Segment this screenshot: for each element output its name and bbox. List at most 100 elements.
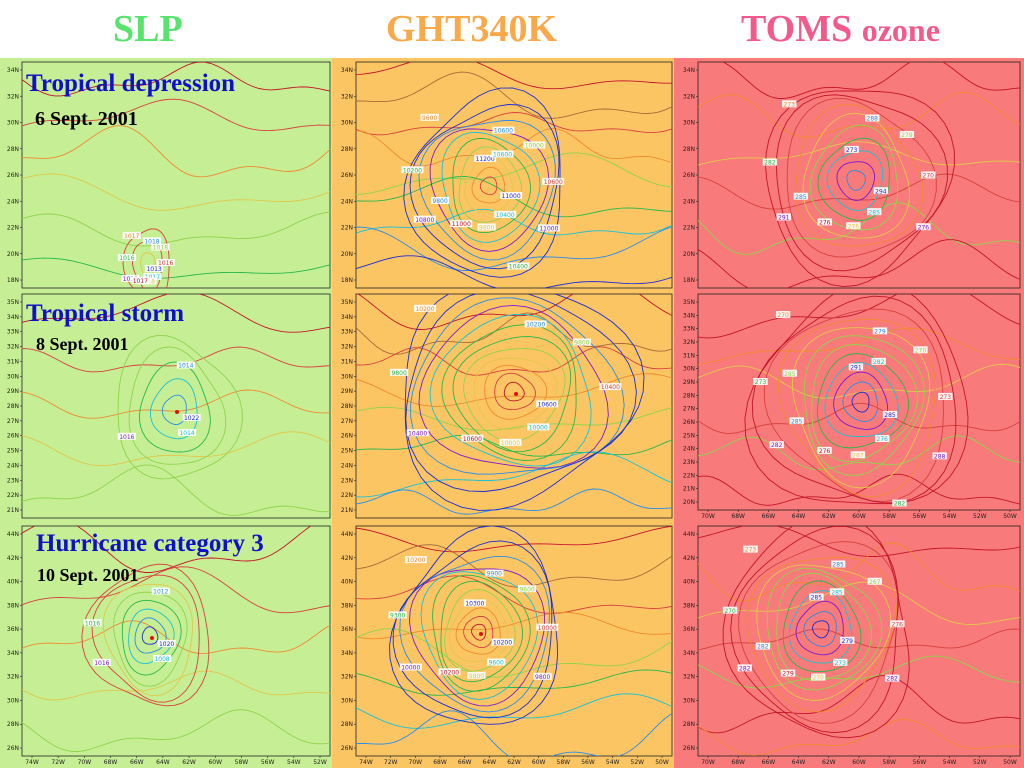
contour-line — [22, 294, 330, 333]
lon-tick-label: 62W — [822, 759, 836, 766]
contour-label: 279 — [874, 328, 886, 335]
contour-label: 288 — [934, 453, 946, 460]
lon-tick-label: 60W — [852, 513, 866, 520]
lat-tick-label: 31N — [683, 352, 695, 359]
lat-tick-label: 22N — [341, 225, 353, 232]
lon-tick-label: 64W — [792, 759, 806, 766]
contour-ring — [494, 372, 536, 411]
contour-line — [698, 363, 1020, 399]
contour-label: 10000 — [401, 665, 420, 672]
stage-label-row1: Tropical depression — [26, 70, 236, 97]
contour-ring — [432, 574, 531, 692]
lat-tick-label: 32N — [7, 674, 19, 681]
contour-label: 282 — [873, 359, 885, 366]
contour-ring — [128, 346, 227, 465]
toms-ozone-title: TOMS ozone — [741, 8, 940, 51]
lon-tick-label: 74W — [25, 759, 39, 766]
lat-tick-label: 32N — [7, 344, 19, 351]
contour-label: 9600 — [422, 115, 437, 122]
lon-tick-label: 74W — [359, 759, 373, 766]
contour-ring — [91, 574, 200, 703]
contour-ring — [455, 607, 501, 655]
lat-tick-label: 30N — [683, 366, 695, 373]
lat-tick-label: 33N — [683, 326, 695, 333]
contour-line — [22, 526, 312, 573]
lon-tick-label: 70W — [701, 513, 715, 520]
contour-label: 10000 — [525, 143, 544, 150]
contour-label: 291 — [778, 215, 790, 222]
contour-label: 1008 — [154, 656, 169, 663]
contour-line — [356, 71, 672, 119]
contour-ring — [812, 620, 830, 639]
contour-label: 279 — [842, 638, 854, 645]
lon-tick-label: 58W — [882, 513, 896, 520]
lon-tick-label: 54W — [606, 759, 620, 766]
p-slp-1-svg: 1013101810181017101610181018101710161017… — [7, 61, 331, 289]
contour-label: 10000 — [538, 625, 557, 632]
contour-label: 1018 — [123, 276, 138, 283]
lat-tick-label: 20N — [7, 251, 19, 258]
contour-label: 273 — [940, 394, 952, 401]
lat-tick-label: 23N — [683, 459, 695, 466]
contour-label: 11000 — [539, 226, 558, 233]
lat-tick-label: 24N — [7, 198, 19, 205]
contour-label: 10000 — [501, 440, 520, 447]
lat-tick-label: 33N — [341, 329, 353, 336]
contour-line — [356, 255, 672, 288]
storm-center-marker — [175, 410, 179, 414]
lon-tick-label: 72W — [384, 759, 398, 766]
contour-line — [698, 526, 1020, 557]
contour-label: 10200 — [526, 322, 545, 329]
contour-label: 267 — [852, 452, 864, 459]
contour-ring — [134, 617, 167, 654]
lat-tick-label: 28N — [7, 403, 19, 410]
contour-ring — [440, 580, 524, 683]
p-ght-2-svg: 10600 10400 10200 10000 9800 9800 10000 10200 10… — [341, 293, 673, 519]
lon-tick-label: 56W — [913, 759, 927, 766]
contour-ring — [775, 94, 948, 272]
lon-tick-label: 52W — [313, 759, 327, 766]
contour-line — [357, 294, 672, 330]
lat-tick-label: 26N — [341, 745, 353, 752]
lon-tick-label: 62W — [182, 759, 196, 766]
lat-tick-label: 32N — [341, 93, 353, 100]
lat-tick-label: 36N — [683, 626, 695, 633]
lat-tick-label: 24N — [341, 198, 353, 205]
contour-label: 1018 — [153, 245, 168, 252]
lon-tick-label: 56W — [261, 759, 275, 766]
contour-ring — [139, 361, 211, 453]
lat-tick-label: 28N — [341, 146, 353, 153]
contour-ring — [484, 364, 548, 420]
p-toms-1-svg: 294 291 288 285 282 279 276 273 270 276 273 276 285 3… — [683, 61, 1021, 289]
contour-label: 10600 — [544, 179, 563, 186]
contour-line — [22, 566, 330, 614]
contour-ring — [471, 166, 506, 204]
storm-center-marker — [514, 392, 518, 396]
contour-label: 9800 — [535, 674, 550, 681]
contour-label: 276 — [876, 436, 888, 443]
lon-tick-label: 64W — [156, 759, 170, 766]
contour-ring — [722, 526, 910, 739]
contour-label: 285 — [795, 194, 807, 201]
lon-tick-label: 64W — [792, 513, 806, 520]
contour-label: 1016 — [94, 660, 109, 667]
lat-tick-label: 26N — [341, 172, 353, 179]
contour-ring — [803, 611, 837, 647]
contour-label: 285 — [791, 418, 803, 425]
contour-line — [698, 239, 1020, 288]
contour-label: 10400 — [601, 384, 620, 391]
lon-tick-label: 70W — [78, 759, 92, 766]
contour-line — [356, 346, 672, 376]
lat-tick-label: 30N — [341, 697, 353, 704]
lat-tick-label: 30N — [7, 120, 19, 127]
contour-line — [698, 294, 1020, 339]
toms-map-tropical-storm: 285 282 279 276 273 270 267 270 273 276 291 288 285 2… — [676, 292, 1022, 522]
contour-label: 9800 — [574, 340, 589, 347]
contour-label: 282 — [886, 676, 898, 683]
lon-tick-label: 50W — [1003, 759, 1017, 766]
lat-tick-label: 20N — [341, 251, 353, 258]
contour-label: 291 — [850, 365, 862, 372]
lat-tick-label: 26N — [7, 172, 19, 179]
contour-label: 285 — [832, 562, 844, 569]
lon-tick-label: 64W — [483, 759, 497, 766]
